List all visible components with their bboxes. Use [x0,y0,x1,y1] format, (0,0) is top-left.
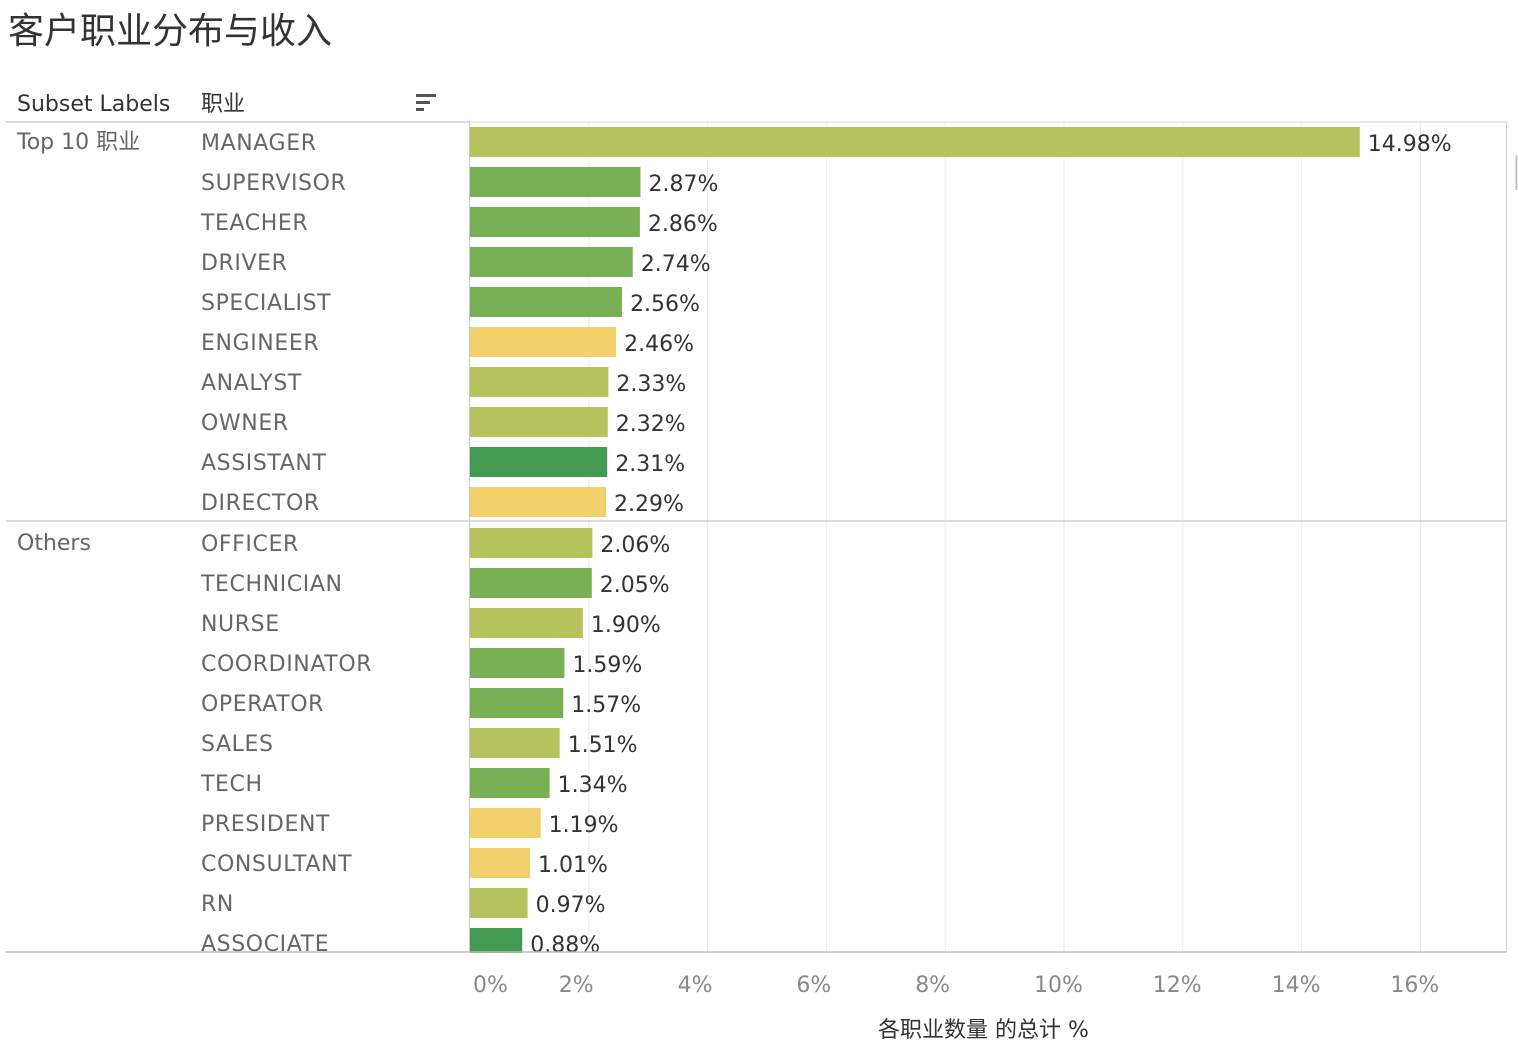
data-label: 2.46% [624,332,694,357]
x-tick-label: 0% [473,973,508,998]
category-label: DIRECTOR [201,491,320,516]
data-label: 2.33% [616,372,686,397]
data-label: 1.90% [591,613,661,638]
x-tick-label: 16% [1390,973,1439,998]
data-label: 1.57% [571,693,641,718]
data-label: 2.05% [600,573,670,598]
bar-analyst [470,367,609,397]
bar-operator [470,688,564,718]
bar-specialist [470,287,623,317]
x-tick-label: 2% [559,973,594,998]
category-label: PRESIDENT [201,812,330,837]
data-label: 2.31% [615,452,685,477]
category-label: COORDINATOR [201,652,372,677]
bar-officer [470,528,593,558]
data-label: 1.51% [568,733,638,758]
data-label: 2.06% [600,533,670,558]
bar-assistant [470,447,608,477]
bar-director [470,487,607,517]
bar-sales [470,728,560,758]
bar-consultant [470,848,530,878]
bar-tech [470,768,550,798]
category-label: TECHNICIAN [200,572,343,597]
x-tick-label: 6% [796,973,831,998]
bar-manager [470,127,1360,157]
category-label: OFFICER [201,532,299,557]
category-label: SPECIALIST [201,291,331,316]
x-tick-label: 8% [915,973,950,998]
bar-supervisor [470,167,641,197]
bar-coordinator [470,648,565,678]
data-label: 0.97% [536,893,606,918]
data-label: 2.87% [648,172,718,197]
category-label: SUPERVISOR [201,171,346,196]
bar-owner [470,407,608,437]
category-label: CONSULTANT [201,852,352,877]
category-label: ANALYST [201,371,302,396]
data-label: 1.01% [538,853,608,878]
category-label: DRIVER [201,251,288,276]
page-title: 客户职业分布与收入 [8,11,333,52]
x-tick-label: 10% [1034,973,1083,998]
category-label: OPERATOR [201,692,324,717]
bar-nurse [470,608,583,638]
bar-technician [470,568,592,598]
data-label: 1.59% [572,653,642,678]
data-label: 2.56% [630,292,700,317]
category-label: TECH [200,772,263,797]
category-label: RN [201,892,234,917]
x-tick-label: 12% [1153,973,1202,998]
group-label: Top 10 职业 [16,130,140,155]
bar-driver [470,247,633,277]
data-label: 2.86% [648,212,718,237]
data-label: 14.98% [1368,132,1452,157]
category-label: ASSISTANT [201,451,327,476]
category-label: ASSOCIATE [201,932,329,957]
x-tick-label: 14% [1272,973,1321,998]
bar-president [470,808,541,838]
data-label: 1.19% [549,813,619,838]
subset-labels-header[interactable]: Subset Labels [17,92,171,117]
category-label: ENGINEER [201,331,319,356]
category-label: SALES [201,732,274,757]
group-label: Others [17,531,91,556]
bar-teacher [470,207,640,237]
category-label: NURSE [201,612,280,637]
data-label: 1.34% [558,773,628,798]
data-label: 2.29% [614,492,684,517]
category-label: TEACHER [200,211,308,236]
sort-descending-icon[interactable] [416,92,438,114]
data-label: 2.74% [641,252,711,277]
data-label: 2.32% [616,412,686,437]
bar-rn [470,888,528,918]
x-axis-title: 各职业数量 的总计 % [878,1018,1089,1043]
category-label: MANAGER [201,131,317,156]
job-column-header[interactable]: 职业 [201,92,246,117]
x-tick-label: 4% [678,973,713,998]
bar-engineer [470,327,617,357]
plot-clip-mask [0,953,1518,1058]
category-label: OWNER [201,411,289,436]
